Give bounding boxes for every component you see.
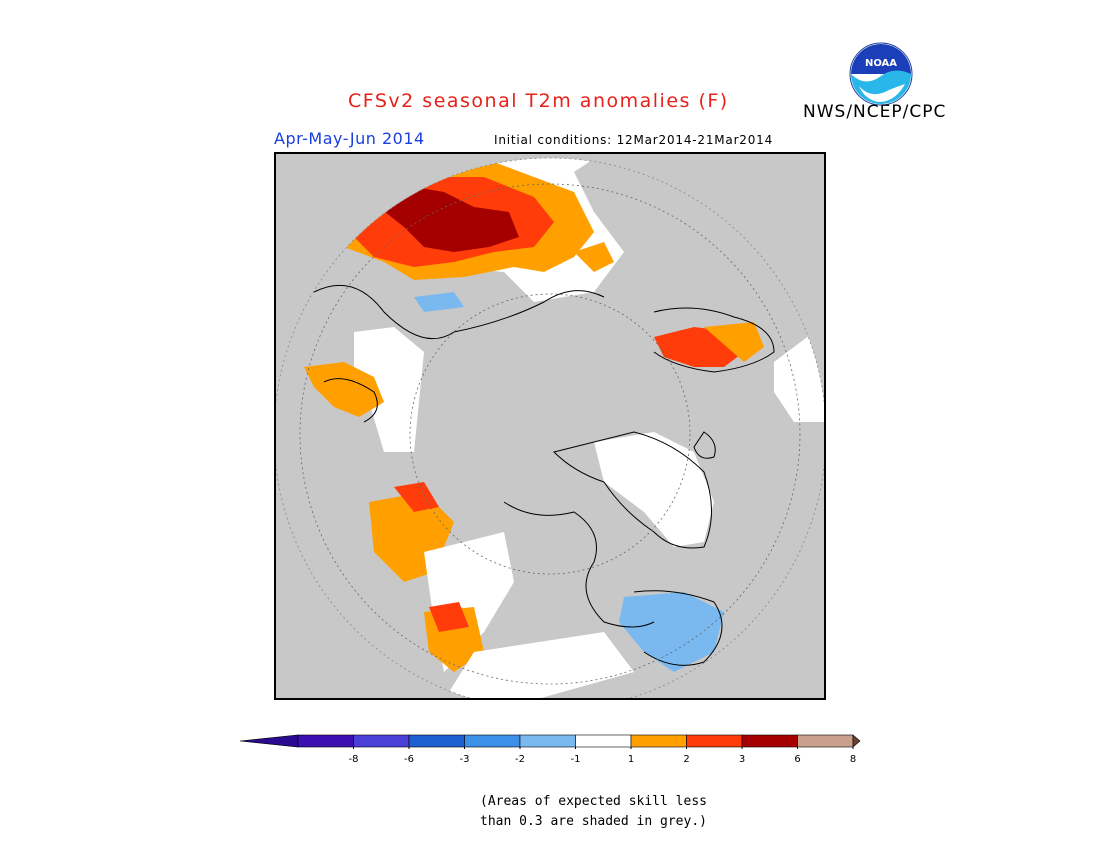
legend-tick-label: -6 bbox=[404, 754, 414, 765]
legend-over-arrow bbox=[852, 734, 861, 748]
legend-color-box bbox=[464, 734, 521, 748]
anomaly-asia-white bbox=[354, 327, 424, 452]
legend-color-box bbox=[686, 734, 743, 748]
legend-tick-label: -3 bbox=[460, 754, 470, 765]
anomaly-asia-blue bbox=[414, 292, 464, 312]
map-title: CFSv2 seasonal T2m anomalies (F) bbox=[348, 90, 729, 112]
anomaly-siberia-darkred bbox=[379, 187, 519, 252]
legend-tick-label: -1 bbox=[571, 754, 581, 765]
noaa-logo: NOAA bbox=[849, 42, 913, 106]
anomaly-alaska-red bbox=[394, 482, 439, 512]
legend-tick-label: 3 bbox=[739, 754, 745, 765]
coastlines bbox=[313, 284, 775, 666]
color-legend: -8 -6 -3 -2 -1 1 2 3 6 8 bbox=[239, 734, 861, 765]
legend-under-arrow bbox=[239, 734, 299, 748]
legend-color-box bbox=[575, 734, 632, 748]
anomaly-india-orange bbox=[304, 362, 384, 417]
legend-color-box bbox=[630, 734, 687, 748]
forecast-period: Apr-May-Jun 2014 bbox=[274, 129, 425, 148]
organization-label: NWS/NCEP/CPC bbox=[803, 102, 947, 122]
polar-map bbox=[274, 152, 826, 700]
anomaly-scandinavia-white bbox=[774, 332, 826, 422]
map-frame bbox=[274, 152, 826, 700]
legend-color-box bbox=[519, 734, 576, 748]
legend-tick-label: -2 bbox=[515, 754, 525, 765]
legend-color-box bbox=[797, 734, 854, 748]
logo-text: NOAA bbox=[865, 58, 897, 69]
anomaly-europe-orange bbox=[704, 322, 764, 362]
anomaly-us-white bbox=[444, 632, 634, 700]
anomaly-us-west-red bbox=[429, 602, 469, 632]
anomaly-us-east-blue bbox=[619, 592, 724, 672]
legend-tick-label: 6 bbox=[794, 754, 800, 765]
legend-color-box bbox=[353, 734, 410, 748]
legend-color-box bbox=[408, 734, 465, 748]
legend-color-box bbox=[741, 734, 798, 748]
legend-color-box bbox=[297, 734, 354, 748]
legend-tick-label: 8 bbox=[850, 754, 856, 765]
note-line-1: (Areas of expected skill less bbox=[480, 794, 707, 809]
anomaly-greenland-white bbox=[594, 432, 714, 547]
skill-note: (Areas of expected skill less than 0.3 a… bbox=[480, 792, 707, 832]
legend-tick-label: 2 bbox=[683, 754, 689, 765]
latitude-grid bbox=[299, 183, 801, 685]
legend-tick-label: -8 bbox=[349, 754, 359, 765]
note-line-2: than 0.3 are shaded in grey.) bbox=[480, 814, 707, 829]
anomaly-far-east-orange bbox=[574, 242, 614, 272]
legend-tick-label: 1 bbox=[628, 754, 634, 765]
initial-conditions: Initial conditions: 12Mar2014-21Mar2014 bbox=[494, 133, 774, 147]
